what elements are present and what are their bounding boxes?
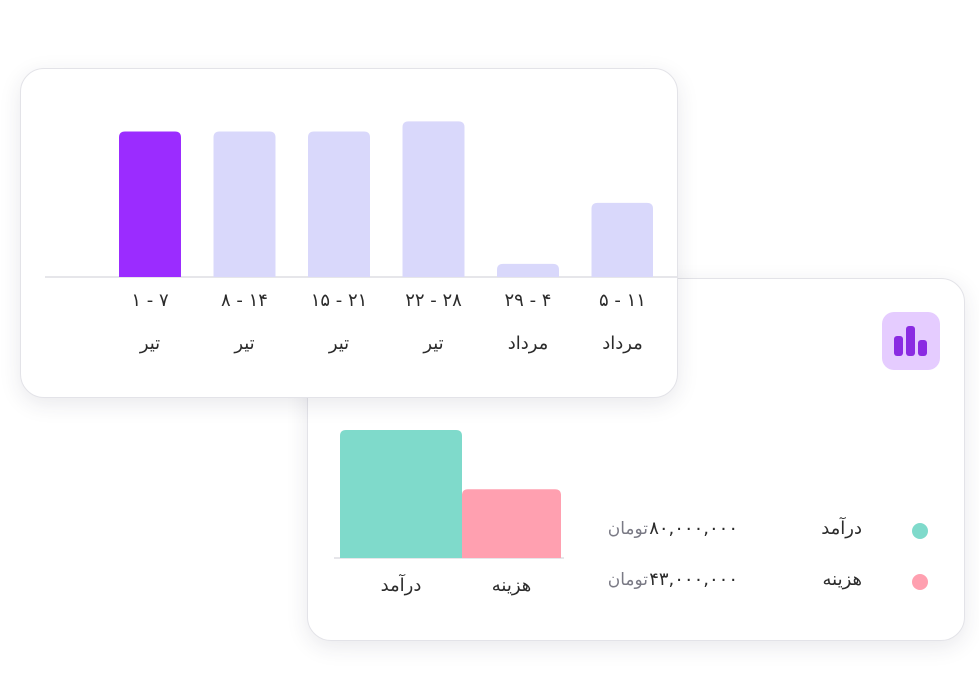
x-tick-sublabel: تیر bbox=[139, 333, 160, 354]
bar bbox=[213, 131, 276, 277]
bar bbox=[591, 202, 653, 277]
income-expense-bar-chart: درآمد هزینه bbox=[334, 430, 564, 596]
bar bbox=[340, 430, 462, 558]
bar bbox=[402, 121, 465, 277]
legend-dot bbox=[912, 523, 928, 539]
legend-dot bbox=[912, 574, 928, 590]
x-tick-label: ۲۹ - ۴ bbox=[505, 290, 552, 311]
legend-amount: ۴۳,۰۰۰,۰۰۰ bbox=[649, 569, 738, 590]
x-tick-sublabel: تیر bbox=[233, 333, 254, 354]
weekly-chart-card: ۱ - ۷ تیر ۸ - ۱۴ تیر ۱۵ - ۲۱ تیر ۲۲ - ۲۸ تیر ۲۹ … bbox=[20, 68, 678, 398]
legend-amount: ۸۰,۰۰۰,۰۰۰ bbox=[649, 518, 738, 539]
x-tick-label: ۲۲ - ۲۸ bbox=[405, 290, 462, 311]
weekly-bar-chart: ۱ - ۷ تیر ۸ - ۱۴ تیر ۱۵ - ۲۱ تیر ۲۲ - ۲۸ تیر ۲۹ … bbox=[45, 121, 677, 354]
legend-item-income: درآمد ۸۰,۰۰۰,۰۰۰ تومان bbox=[608, 516, 938, 546]
legend-unit: تومان bbox=[607, 570, 648, 590]
x-tick-sublabel: مرداد bbox=[602, 333, 643, 354]
x-tick-label: ۱۵ - ۲۱ bbox=[311, 290, 368, 311]
x-tick-label: درآمد bbox=[381, 573, 422, 596]
x-tick-label: ۱ - ۷ bbox=[131, 290, 169, 311]
legend-item-expense: هزینه ۴۳,۰۰۰,۰۰۰ تومان bbox=[608, 567, 938, 597]
x-tick-sublabel: تیر bbox=[328, 333, 349, 354]
legend-unit: تومان bbox=[607, 519, 648, 539]
bar bbox=[497, 263, 559, 277]
legend-label: هزینه bbox=[822, 569, 862, 590]
legend-label: درآمد bbox=[821, 518, 862, 539]
bar-chart-icon[interactable] bbox=[882, 312, 940, 370]
x-tick-label: هزینه bbox=[492, 575, 532, 596]
x-tick-label: ۸ - ۱۴ bbox=[221, 290, 268, 311]
x-tick-sublabel: تیر bbox=[422, 333, 443, 354]
x-tick-sublabel: مرداد bbox=[508, 333, 549, 354]
x-tick-label: ۵ - ۱۱ bbox=[599, 290, 646, 311]
bar bbox=[119, 131, 181, 277]
bar bbox=[308, 131, 370, 277]
bar bbox=[462, 489, 561, 558]
